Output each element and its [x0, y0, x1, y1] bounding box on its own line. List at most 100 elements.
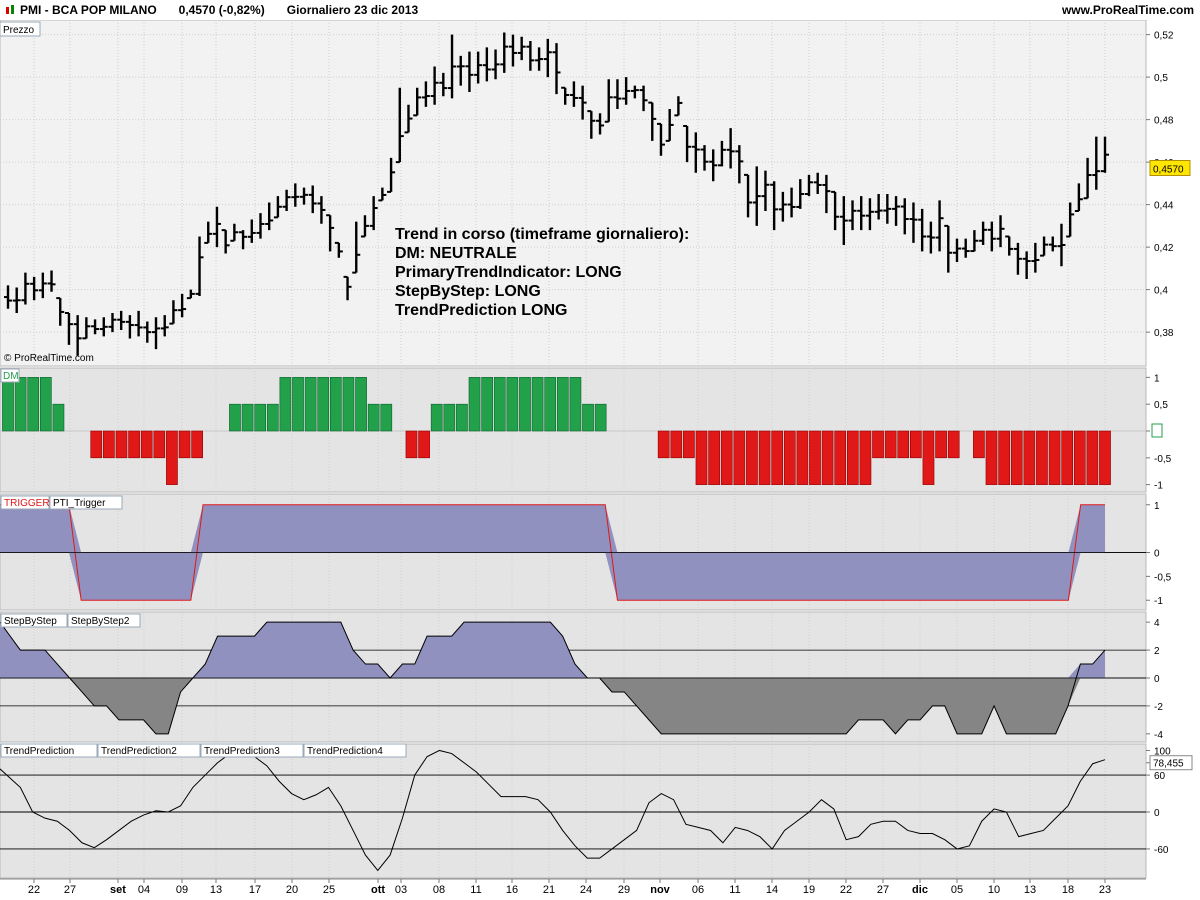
dm-bar [430, 403, 443, 432]
chart-canvas: 0,520,50,480,460,440,420,40,380,4570 Pre… [0, 20, 1193, 896]
dm-y-tick-label: -1 [1154, 481, 1163, 492]
annotation-line-2: DM: NEUTRALE [395, 245, 517, 262]
dm-bar [367, 403, 380, 432]
last-price: 0,4570 (-0,82%) [178, 3, 265, 17]
dm-bar [695, 430, 708, 485]
dm-bar [758, 430, 771, 485]
timeframe-date: Giornaliero 23 dic 2013 [286, 3, 419, 17]
candlestick-icon [4, 4, 16, 16]
site-url[interactable]: www.ProRealTime.com [1061, 3, 1194, 17]
dm-y-axis: 10,50-0,5-1 [1146, 373, 1172, 492]
stepbystep-y-tick-label: -4 [1154, 730, 1163, 741]
trendprediction-y-tick-label: 60 [1154, 771, 1166, 782]
dm-bar [1061, 430, 1074, 485]
price-y-tick-label: 0,48 [1154, 116, 1174, 127]
dm-bar [468, 377, 481, 432]
dm-bar [834, 430, 847, 485]
dm-bar [52, 403, 65, 432]
dm-bar [796, 430, 809, 485]
dm-bar [279, 377, 292, 432]
dm-bar [985, 430, 998, 485]
dm-histogram-series [2, 377, 1111, 485]
legend-box [67, 613, 141, 628]
dm-bar [821, 430, 834, 485]
x-tick-label: dic [912, 884, 928, 896]
dm-panel-label: DM [3, 371, 19, 382]
x-tick-label: 16 [506, 884, 518, 896]
price-gridlines [0, 20, 1146, 366]
legend-entry: TrendPrediction2 [101, 746, 177, 757]
stepbystep-y-tick-label: 4 [1154, 618, 1160, 629]
dm-bar [493, 377, 506, 432]
dm-bar [569, 377, 582, 432]
dm-y-tick-label: 1 [1154, 373, 1160, 384]
legend-entry: TrendPrediction4 [307, 746, 383, 757]
price-panel[interactable]: 0,520,50,480,460,440,420,40,380,4570 Pre… [0, 20, 1191, 367]
x-tick-label: 10 [988, 884, 1000, 896]
dm-bar [506, 377, 519, 432]
dm-bar [304, 377, 317, 432]
dm-bar [783, 430, 796, 485]
trigger-y-tick-label: -0,5 [1154, 572, 1172, 583]
dm-bar [935, 430, 947, 459]
last-price-tag-label: 0,4570 [1153, 165, 1184, 176]
trendprediction-line [0, 749, 1106, 872]
dm-bar [14, 377, 27, 432]
dm-bar [544, 377, 557, 432]
legend-entry: TrendPrediction3 [204, 746, 280, 757]
dm-bar [153, 430, 166, 459]
symbol-name: PMI - BCA POP MILANO [20, 3, 157, 17]
dm-bar [922, 430, 935, 485]
trigger-y-tick-label: 1 [1154, 501, 1160, 512]
x-tick-label: 13 [210, 884, 222, 896]
positive-area [0, 504, 1105, 553]
negative-area [0, 552, 1105, 601]
dm-bar [115, 430, 128, 459]
series-line [0, 504, 1105, 601]
dm-bar [229, 403, 241, 432]
price-ohlc-series [4, 32, 1109, 356]
price-y-tick-label: 0,4 [1154, 286, 1168, 297]
x-axis: 22 27 set 04 09 13 17 20 25 ott 03 08 11 16 21 24 29 nov 0… [0, 878, 1146, 896]
price-panel-label: Prezzo [3, 25, 35, 36]
stepbystep-panel[interactable]: 4 2 0 -2 -4 StepByStep StepByStep2 [0, 611, 1163, 743]
annotation-line-3: PrimaryTrendIndicator: LONG [395, 264, 622, 281]
dm-bar [973, 430, 985, 459]
dm-panel[interactable]: 10,50-0,5-1 DM [0, 367, 1172, 493]
trigger-panel[interactable]: 1 0 -0,5 -1 TRIGGER PTI_Trigger [0, 493, 1172, 611]
x-tick-label: 24 [580, 884, 592, 896]
series-line [0, 621, 1106, 735]
dm-bar [1048, 430, 1061, 485]
trendprediction-y-tick-label: -60 [1154, 845, 1169, 856]
dm-bar [27, 377, 40, 432]
trigger-y-tick-label: -1 [1154, 596, 1163, 607]
dm-bar [1023, 430, 1036, 485]
price-y-tick-label: 0,42 [1154, 243, 1174, 254]
price-y-tick-label: 0,44 [1154, 201, 1174, 212]
x-tick-label: 08 [433, 884, 445, 896]
legend-entry: TrendPrediction [4, 746, 74, 757]
dm-bar [733, 430, 746, 485]
dm-bar [1086, 430, 1099, 485]
legend-box [303, 743, 407, 758]
dm-bar [329, 377, 342, 432]
trendprediction-y-tick-label: 100 [1154, 746, 1171, 757]
chart-header: PMI - BCA POP MILANO 0,4570 (-0,82%) Gio… [0, 0, 1200, 20]
trigger-area-series [0, 504, 1146, 601]
dm-bar [746, 430, 758, 485]
dm-bar [292, 377, 304, 432]
x-tick-label: ott [371, 884, 385, 896]
dm-bar [380, 403, 393, 432]
stepbystep-y-tick-label: -2 [1154, 702, 1163, 713]
stepbystep-y-axis: 4 2 0 -2 -4 [1146, 618, 1163, 741]
dm-bar [241, 403, 254, 432]
dm-bar [594, 403, 607, 432]
dm-bar [556, 377, 569, 432]
legend-box [200, 743, 304, 758]
annotation-line-5: TrendPrediction LONG [395, 302, 567, 319]
stepbystep-legend: StepByStep StepByStep2 [0, 613, 141, 628]
x-tick-label: 09 [176, 884, 188, 896]
dm-bar [670, 430, 683, 459]
x-tick-label: 11 [470, 884, 481, 896]
